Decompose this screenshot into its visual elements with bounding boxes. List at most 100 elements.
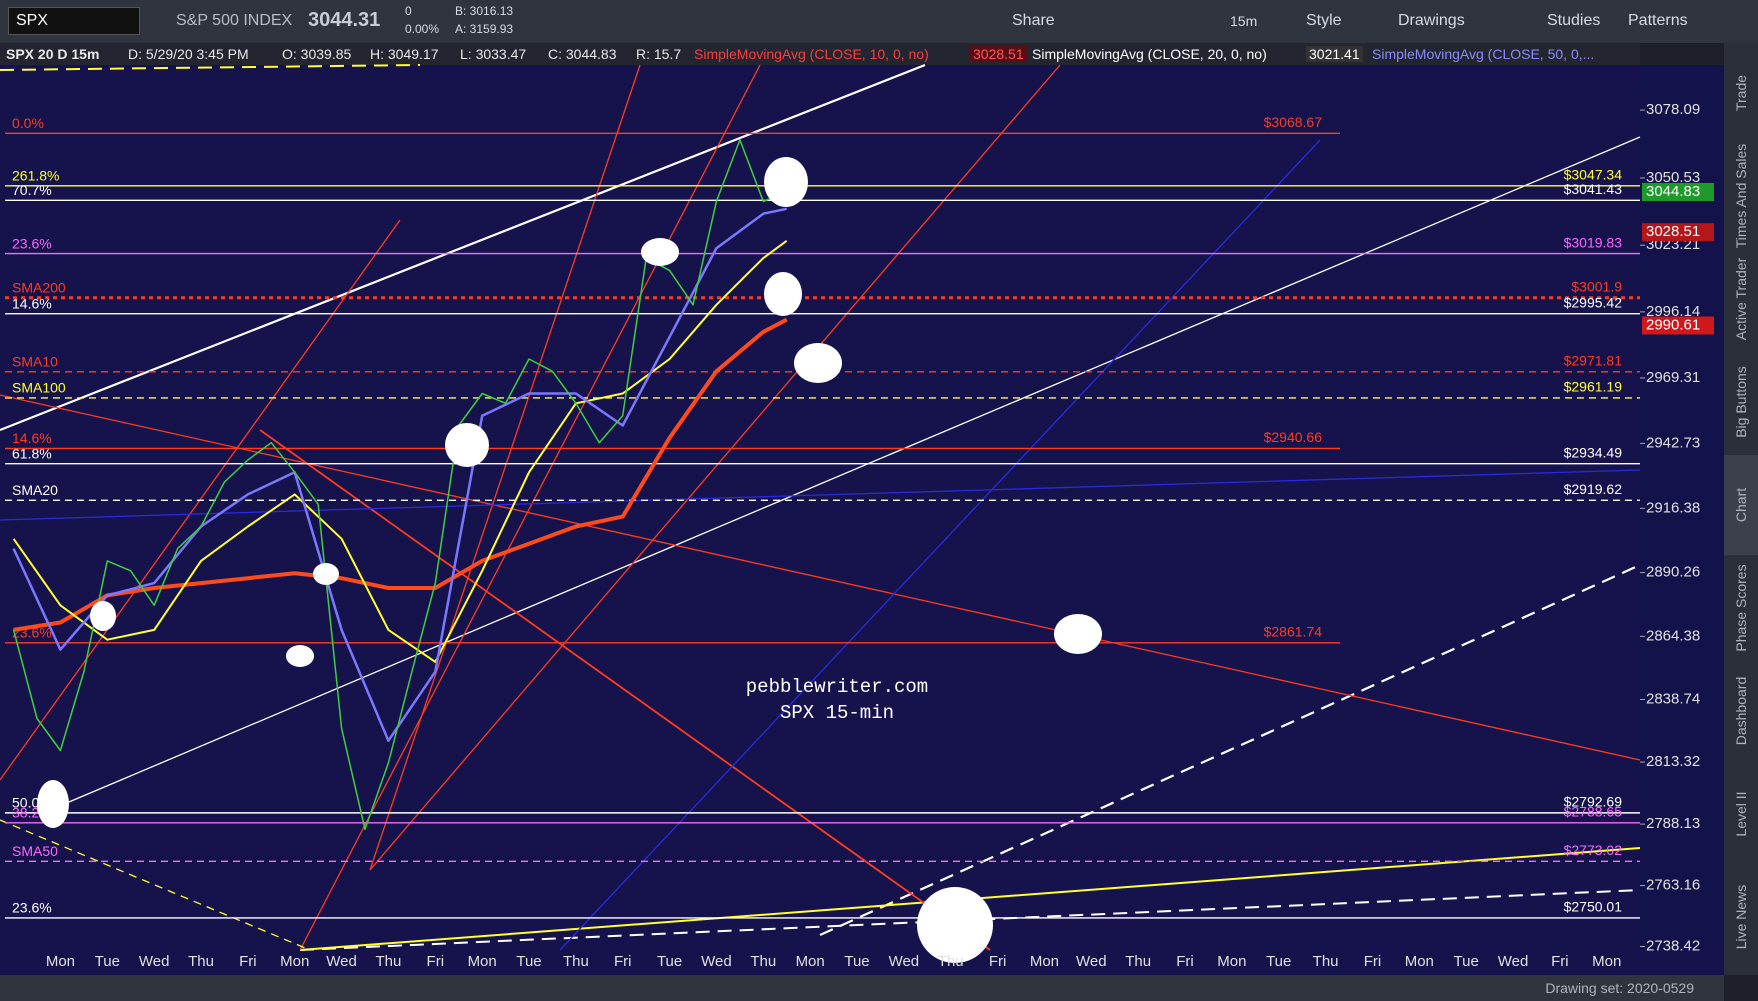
marker xyxy=(641,238,679,266)
study-label: SimpleMovingAvg (CLOSE, 50, 0,... xyxy=(1372,46,1595,62)
levels: 0.0% $3068.67 261.8% $3047.34 70.7% $3041.43 2… xyxy=(5,114,1640,919)
x-tick-label: Thu xyxy=(376,953,402,970)
series-line xyxy=(13,317,788,632)
level-value: $3019.83 xyxy=(1564,234,1623,250)
level-value: $2971.81 xyxy=(1564,352,1623,368)
y-tick-label: 2838.74 xyxy=(1646,690,1700,707)
x-tick-label: Fri xyxy=(1176,953,1194,970)
level-value: $3068.67 xyxy=(1264,114,1323,130)
side-tab[interactable]: Dashboard xyxy=(1724,661,1758,761)
info-bar: SPX 20 D 15m D: 5/29/20 3:45 PM O: 3039.… xyxy=(0,43,1640,65)
x-tick-label: Fri xyxy=(1364,953,1382,970)
level-value: $2788.65 xyxy=(1564,804,1623,820)
marker xyxy=(313,563,339,585)
x-tick-label: Wed xyxy=(701,953,732,970)
bar-high: H: 3049.17 xyxy=(370,46,439,62)
symbol[interactable]: SPX xyxy=(16,12,49,29)
side-tab-label[interactable]: Level II xyxy=(1733,791,1749,837)
interval-button[interactable]: 15m xyxy=(1230,13,1258,29)
side-tab[interactable]: Phase Scores xyxy=(1724,558,1758,658)
side-tab-label[interactable]: Chart xyxy=(1733,487,1749,523)
side-tab[interactable]: Times And Sales xyxy=(1724,143,1758,249)
side-tab[interactable]: Active Trader xyxy=(1724,249,1758,349)
trend-line xyxy=(0,469,1641,521)
trend-line xyxy=(0,819,311,951)
x-tick-label: Fri xyxy=(427,953,445,970)
study-value: 3021.41 xyxy=(1306,46,1363,62)
x-tick-label: Fri xyxy=(614,953,632,970)
x-tick-label: Tue xyxy=(516,953,541,970)
axes: 3078.093050.533023.212996.142969.312942.… xyxy=(46,101,1714,970)
x-tick-label: Wed xyxy=(139,953,170,970)
x-tick-label: Fri xyxy=(1551,953,1569,970)
level-value: $2995.42 xyxy=(1564,294,1623,310)
x-tick-label: Wed xyxy=(889,953,920,970)
level-name: 23.6% xyxy=(12,900,52,916)
side-tab-label[interactable]: Trade xyxy=(1733,74,1749,112)
side-tab[interactable]: Big Buttons xyxy=(1724,352,1758,452)
side-tab-label[interactable]: Big Buttons xyxy=(1733,366,1749,438)
x-tick-label: Mon xyxy=(1592,953,1621,970)
side-tab-label[interactable]: Dashboard xyxy=(1733,676,1749,746)
marker xyxy=(764,272,802,316)
drawing-set: Drawing set: 2020-0529 xyxy=(1545,980,1694,996)
symbol-box[interactable] xyxy=(8,7,140,35)
y-tick-label: 2942.73 xyxy=(1646,434,1700,451)
trend-line xyxy=(0,63,926,432)
chart-name: SPX 20 D 15m xyxy=(6,46,100,62)
marker xyxy=(1054,614,1102,654)
x-tick-label: Tue xyxy=(1266,953,1291,970)
x-tick-label: Tue xyxy=(657,953,682,970)
price-badge-label: 3044.83 xyxy=(1646,183,1700,200)
level-value: $2934.49 xyxy=(1564,444,1623,460)
share-button[interactable]: Share xyxy=(1012,12,1055,29)
side-tabs: Trade Times And Sales Active Trader Big But… xyxy=(1724,43,1758,975)
x-tick-label: Mon xyxy=(46,953,75,970)
x-tick-label: Mon xyxy=(1217,953,1246,970)
marker xyxy=(794,343,842,383)
style-button[interactable]: Style xyxy=(1306,12,1342,29)
level-value: $2750.01 xyxy=(1564,899,1623,915)
price-badge xyxy=(1642,182,1714,201)
level-value: $3001.9 xyxy=(1571,278,1622,294)
studies-button[interactable]: Studies xyxy=(1547,12,1601,29)
trend-line xyxy=(369,64,641,871)
patterns-button[interactable]: Patterns xyxy=(1628,12,1688,29)
x-tick-label: Wed xyxy=(326,953,357,970)
side-tab-label[interactable]: Live News xyxy=(1733,884,1749,950)
side-tab-label[interactable]: Active Trader xyxy=(1733,257,1749,341)
side-tab-label[interactable]: Phase Scores xyxy=(1733,564,1749,652)
x-tick-label: Tue xyxy=(95,953,120,970)
drawings-button[interactable]: Drawings xyxy=(1398,12,1465,29)
level-name: SMA10 xyxy=(12,353,58,369)
trend-line xyxy=(819,563,1641,937)
trend-line xyxy=(0,64,421,71)
level-value: $2940.66 xyxy=(1264,429,1323,445)
bar-low: L: 3033.47 xyxy=(460,46,527,62)
marker xyxy=(917,887,993,963)
y-tick-label: 2890.26 xyxy=(1646,564,1700,581)
bar-date: D: 5/29/20 3:45 PM xyxy=(128,46,249,62)
x-tick-label: Thu xyxy=(188,953,214,970)
x-tick-label: Tue xyxy=(1454,953,1479,970)
y-tick-label: 2763.16 xyxy=(1646,877,1700,894)
trend-line xyxy=(299,64,761,951)
side-tab[interactable]: Trade xyxy=(1724,43,1758,143)
y-tick-label: 2788.13 xyxy=(1646,815,1700,832)
side-tab[interactable]: Level II xyxy=(1724,764,1758,864)
level-name: SMA50 xyxy=(12,843,58,859)
plot-area xyxy=(0,65,1640,950)
x-tick-label: Mon xyxy=(796,953,825,970)
series-line xyxy=(12,239,788,663)
level-name: 23.6% xyxy=(12,235,52,251)
side-tab[interactable]: Chart xyxy=(1724,455,1758,555)
description: S&P 500 INDEX xyxy=(176,12,293,29)
status-bar: Drawing set: 2020-0529 xyxy=(0,975,1724,1001)
level-value: $3047.34 xyxy=(1564,167,1623,183)
ask: A: 3159.93 xyxy=(455,22,514,36)
side-tab[interactable]: Live News xyxy=(1724,867,1758,967)
series-line xyxy=(12,207,787,742)
side-tab-label[interactable]: Times And Sales xyxy=(1733,143,1749,249)
y-tick-label: 2916.38 xyxy=(1646,499,1700,516)
